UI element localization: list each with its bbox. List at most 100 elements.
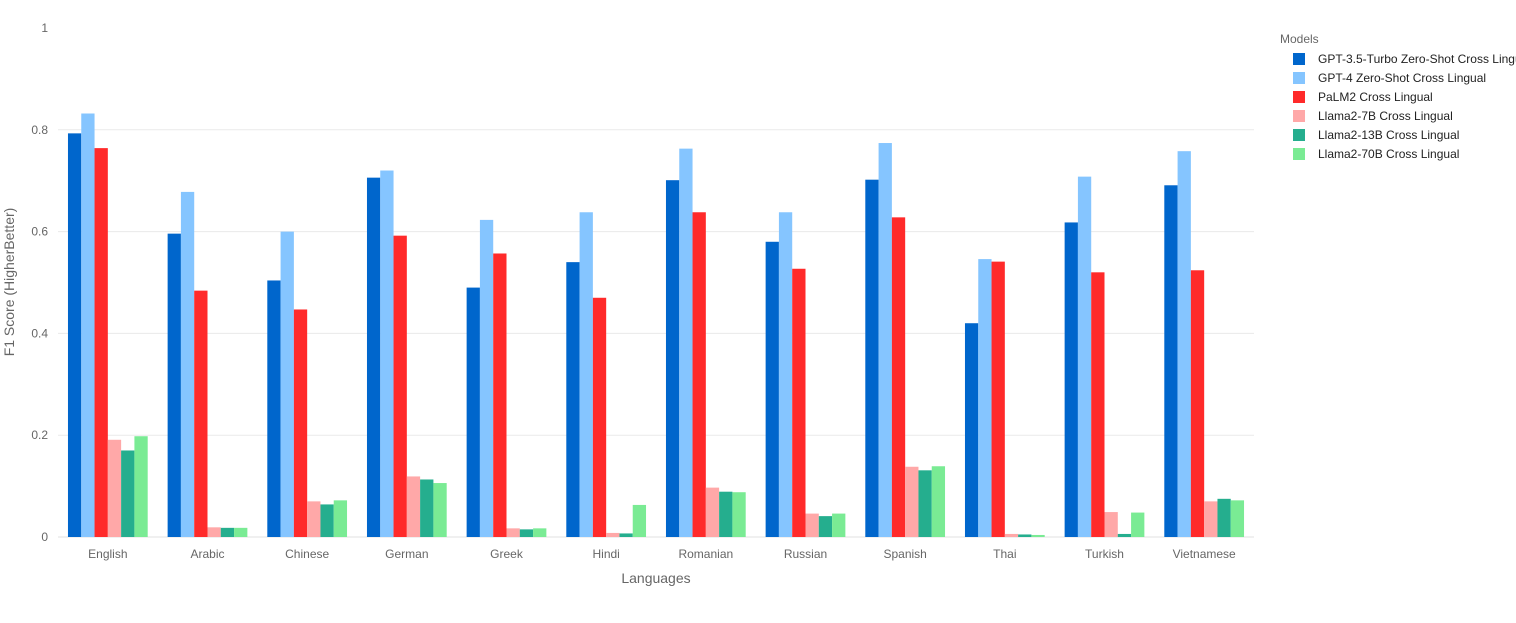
grid-lines [58, 129, 1254, 538]
bar [94, 148, 108, 537]
legend: Models GPT-3.5-Turbo Zero-Shot Cross Lin… [1280, 32, 1516, 161]
bar [1164, 185, 1178, 537]
bar [307, 501, 321, 537]
bar [1091, 272, 1105, 537]
bar [81, 113, 95, 537]
legend-title: Models [1280, 32, 1319, 46]
legend-swatch[interactable] [1293, 129, 1305, 141]
bars [67, 113, 1245, 538]
bar [792, 268, 806, 537]
bar [632, 504, 647, 537]
legend-entry-label[interactable]: GPT-4 Zero-Shot Cross Lingual [1318, 71, 1486, 85]
bar [579, 212, 593, 537]
bar [194, 290, 208, 537]
bar [406, 476, 421, 537]
legend-entry-label[interactable]: PaLM2 Cross Lingual [1318, 90, 1433, 104]
y-tick-label: 0.8 [31, 123, 48, 137]
bar [107, 439, 122, 537]
bar [719, 491, 733, 537]
bar [479, 219, 494, 537]
x-axis-ticks: English Arabic Chinese German Greek Hindi Roma… [88, 547, 1236, 561]
x-tick-label: English [88, 547, 127, 561]
bar [931, 466, 946, 537]
y-tick-label: 0.4 [31, 326, 48, 340]
x-tick-label: Hindi [592, 547, 619, 561]
bar [592, 297, 607, 537]
x-tick-label: Greek [490, 547, 524, 561]
bar [67, 133, 82, 538]
x-tick-label: German [385, 547, 428, 561]
legend-entry-label[interactable]: Llama2-7B Cross Lingual [1318, 109, 1453, 123]
bar [380, 170, 394, 537]
bar [818, 516, 833, 537]
x-tick-label: Russian [784, 547, 827, 561]
bar [891, 217, 906, 537]
bar [679, 148, 693, 537]
bar [506, 528, 520, 537]
bar [1117, 533, 1132, 537]
bar [606, 532, 620, 537]
bar [1177, 151, 1191, 537]
x-tick-label: Thai [993, 547, 1016, 561]
bar [1018, 534, 1032, 537]
bar [393, 235, 407, 538]
bar [805, 513, 819, 537]
x-tick-label: Spanish [883, 547, 926, 561]
bar [1204, 501, 1218, 537]
bar [134, 436, 148, 537]
bar [878, 143, 892, 537]
y-axis-ticks: 0 0.2 0.4 0.6 0.8 1 [31, 21, 48, 544]
legend-swatch[interactable] [1293, 53, 1305, 65]
x-tick-label: Romanian [678, 547, 733, 561]
bar [519, 529, 534, 537]
bar [692, 212, 706, 537]
bar [366, 177, 381, 537]
bar [533, 528, 547, 537]
legend-swatch[interactable] [1293, 91, 1305, 103]
legend-swatch[interactable] [1293, 110, 1305, 122]
bar [978, 259, 992, 537]
bar [1031, 534, 1045, 537]
bar [167, 233, 181, 537]
bar [1131, 512, 1145, 537]
bar [1004, 533, 1019, 537]
bar [705, 487, 720, 537]
bar [619, 533, 633, 537]
bar [466, 287, 480, 537]
bar [778, 212, 793, 537]
bar [566, 262, 580, 537]
legend-swatch[interactable] [1293, 148, 1305, 160]
bar [865, 179, 879, 537]
bar [420, 479, 434, 537]
bar [267, 280, 281, 537]
bar [665, 180, 680, 537]
x-tick-label: Chinese [285, 547, 329, 561]
bar [1217, 498, 1231, 537]
y-axis-title: F1 Score (HigherBetter) [1, 208, 17, 357]
bar [1104, 512, 1118, 537]
x-tick-label: Vietnamese [1173, 547, 1236, 561]
bar [1077, 176, 1092, 537]
bar [991, 261, 1005, 537]
bar [732, 492, 746, 537]
bar [320, 504, 334, 537]
legend-entry-label[interactable]: GPT-3.5-Turbo Zero-Shot Cross Lingual [1318, 52, 1516, 66]
legend-entry-label[interactable]: Llama2-13B Cross Lingual [1318, 128, 1459, 142]
legend-swatch[interactable] [1293, 72, 1305, 84]
y-tick-label: 0 [41, 530, 48, 544]
bar [207, 527, 221, 537]
x-tick-label: Arabic [190, 547, 224, 561]
x-tick-label: Turkish [1085, 547, 1124, 561]
y-tick-label: 1 [41, 21, 48, 35]
bar [1064, 222, 1078, 537]
x-axis-title: Languages [621, 570, 690, 586]
bar [964, 323, 979, 537]
bar [1230, 500, 1245, 537]
bar [220, 527, 235, 537]
bar [280, 231, 294, 537]
bar [293, 309, 308, 537]
legend-entry-label[interactable]: Llama2-70B Cross Lingual [1318, 147, 1459, 161]
bar [333, 500, 348, 537]
